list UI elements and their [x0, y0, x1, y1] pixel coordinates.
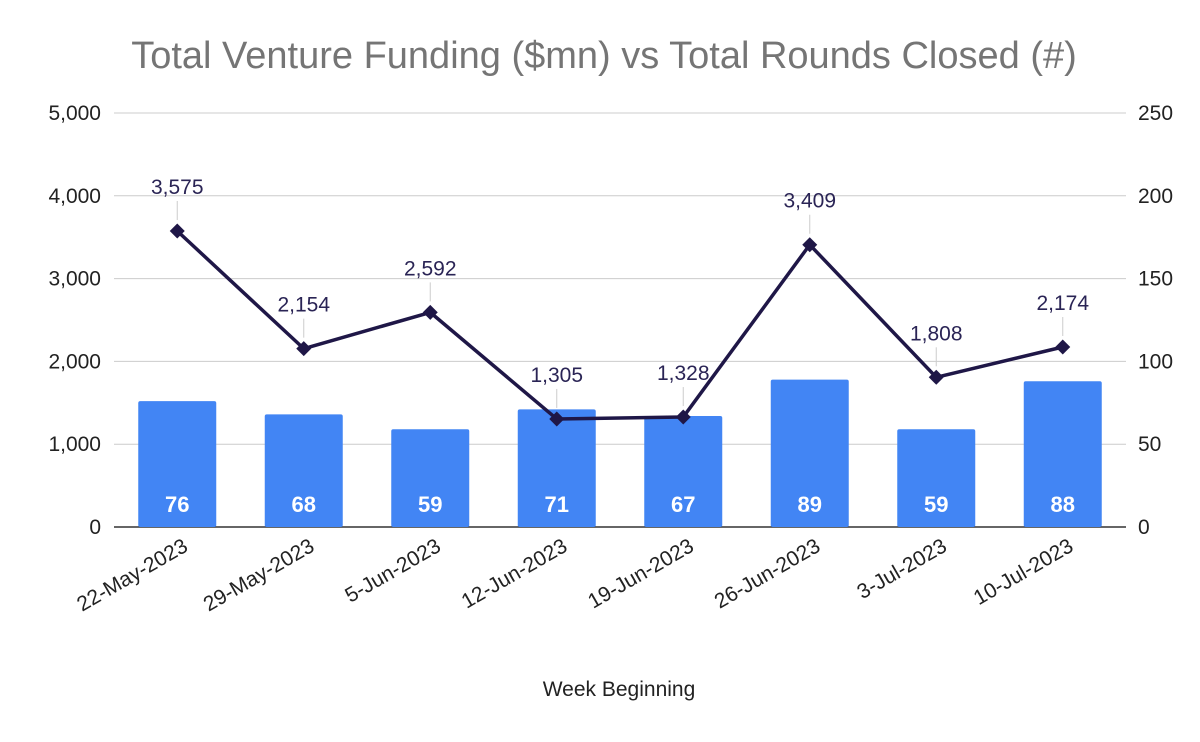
right-axis-tick-label: 200	[1138, 185, 1173, 208]
line-value-label: 1,305	[530, 364, 583, 387]
right-axis-tick-label: 0	[1138, 516, 1150, 539]
right-axis-ticks: 0 50 100 150 200 250	[1138, 102, 1173, 539]
left-axis-tick-label: 5,000	[48, 102, 101, 125]
left-axis-tick-label: 2,000	[48, 350, 101, 373]
right-axis-tick-label: 100	[1138, 350, 1173, 373]
x-axis-tick-label: 29-May-2023	[200, 534, 319, 616]
bar	[644, 416, 723, 527]
x-axis-tick-label: 26-Jun-2023	[711, 534, 825, 613]
line-point	[802, 237, 818, 253]
bar	[770, 379, 849, 527]
x-axis-tick-label: 5-Jun-2023	[341, 534, 445, 607]
line-value-label: 3,575	[151, 176, 204, 199]
line-path	[176, 229, 1064, 421]
bar-value-label: 88	[1051, 492, 1075, 517]
bar-value-label: 76	[165, 492, 189, 517]
bar-value-label: 71	[545, 492, 569, 517]
bar-data-labels: 76 68 59 71 67 89 59 88	[165, 492, 1075, 517]
line-point	[675, 409, 691, 425]
x-axis-label: Week Beginning	[543, 678, 696, 701]
right-axis-tick-label: 150	[1138, 268, 1173, 291]
x-axis-tick-label: 12-Jun-2023	[458, 534, 572, 613]
right-axis-tick-label: 250	[1138, 102, 1173, 125]
left-axis-tick-label: 1,000	[48, 433, 101, 456]
line-data-labels: 3,575 2,154 2,592 1,305 1,328 3,409 1,808 2,174	[151, 176, 1089, 408]
line-point	[169, 223, 185, 239]
line-series	[169, 223, 1071, 427]
left-axis-tick-label: 0	[89, 516, 101, 539]
x-axis-tick-label: 3-Jul-2023	[853, 534, 950, 604]
bar	[264, 414, 343, 527]
bar	[517, 409, 596, 527]
x-axis-ticks: 22-May-2023 29-May-2023 5-Jun-2023 12-Jun-2…	[73, 534, 1077, 616]
line-value-label: 3,409	[783, 190, 836, 213]
bar	[897, 429, 976, 527]
line-value-label: 1,328	[657, 362, 710, 385]
chart-title: Total Venture Funding ($mn) vs Total Rou…	[131, 35, 1077, 77]
bar-value-label: 67	[671, 492, 695, 517]
bar-value-label: 59	[418, 492, 442, 517]
line-point	[928, 369, 944, 385]
x-axis-tick-label: 22-May-2023	[73, 534, 192, 616]
line-value-label: 2,592	[404, 257, 457, 280]
right-axis-tick-label: 50	[1138, 433, 1161, 456]
left-axis-ticks: 0 1,000 2,000 3,000 4,000 5,000	[48, 102, 101, 539]
line-value-label: 2,154	[277, 294, 330, 317]
x-axis-tick-label: 10-Jul-2023	[970, 534, 1078, 609]
line-point	[422, 304, 438, 320]
x-axis-tick-label: 19-Jun-2023	[584, 534, 698, 613]
bar	[1023, 381, 1102, 527]
bar-value-label: 68	[292, 492, 316, 517]
left-axis-tick-label: 3,000	[48, 268, 101, 291]
line-value-label: 1,808	[910, 322, 963, 345]
bar	[138, 401, 217, 527]
line-point	[1055, 339, 1071, 355]
line-point	[296, 341, 312, 357]
line-value-label: 2,174	[1036, 292, 1089, 315]
bar	[391, 429, 470, 527]
bar-value-label: 59	[924, 492, 948, 517]
bar-value-label: 89	[798, 492, 822, 517]
left-axis-tick-label: 4,000	[48, 185, 101, 208]
line-point	[549, 411, 565, 427]
bar-series	[138, 379, 1102, 527]
